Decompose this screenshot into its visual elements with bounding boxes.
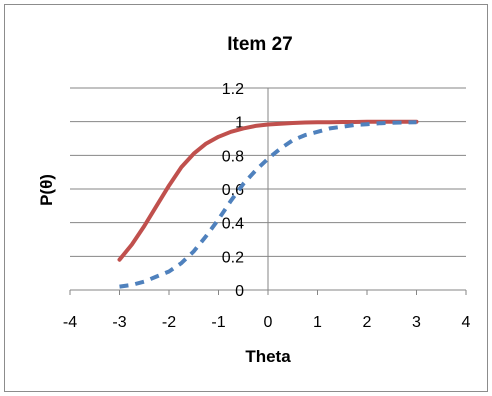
y-tick-label: 1.2 <box>222 81 244 98</box>
y-tick-label: 0.6 <box>222 182 244 199</box>
chart-title: Item 27 <box>227 34 292 55</box>
x-tick-label: 4 <box>462 314 471 331</box>
series-line-solid-red <box>117 119 419 262</box>
y-tick-label: 0.8 <box>222 148 244 165</box>
x-tick-label: -3 <box>112 314 126 331</box>
y-tick-label: 1 <box>235 115 244 132</box>
series-lines <box>117 119 419 289</box>
x-tick-label: 1 <box>313 314 322 331</box>
axes <box>69 88 467 295</box>
x-tick-label: 3 <box>412 314 421 331</box>
x-tick-label: -1 <box>211 314 225 331</box>
y-axis-title: P(θ) <box>37 174 56 206</box>
y-tick-label: 0 <box>235 283 244 300</box>
y-tick-labels: 0 0.2 0.4 0.6 0.8 1 1.2 <box>222 81 244 300</box>
y-tick-label: 0.4 <box>222 216 244 233</box>
series-line-dashed-blue <box>119 120 417 289</box>
x-tick-label: -4 <box>63 314 77 331</box>
x-tick-label: 2 <box>363 314 372 331</box>
x-axis-title: Theta <box>245 347 291 366</box>
x-tick-label: 0 <box>264 314 273 331</box>
x-tick-label: -2 <box>162 314 176 331</box>
chart-frame <box>4 4 488 392</box>
x-tick-labels: -4 -3 -2 -1 0 1 2 3 4 <box>63 314 471 331</box>
y-tick-label: 0.2 <box>222 249 244 266</box>
